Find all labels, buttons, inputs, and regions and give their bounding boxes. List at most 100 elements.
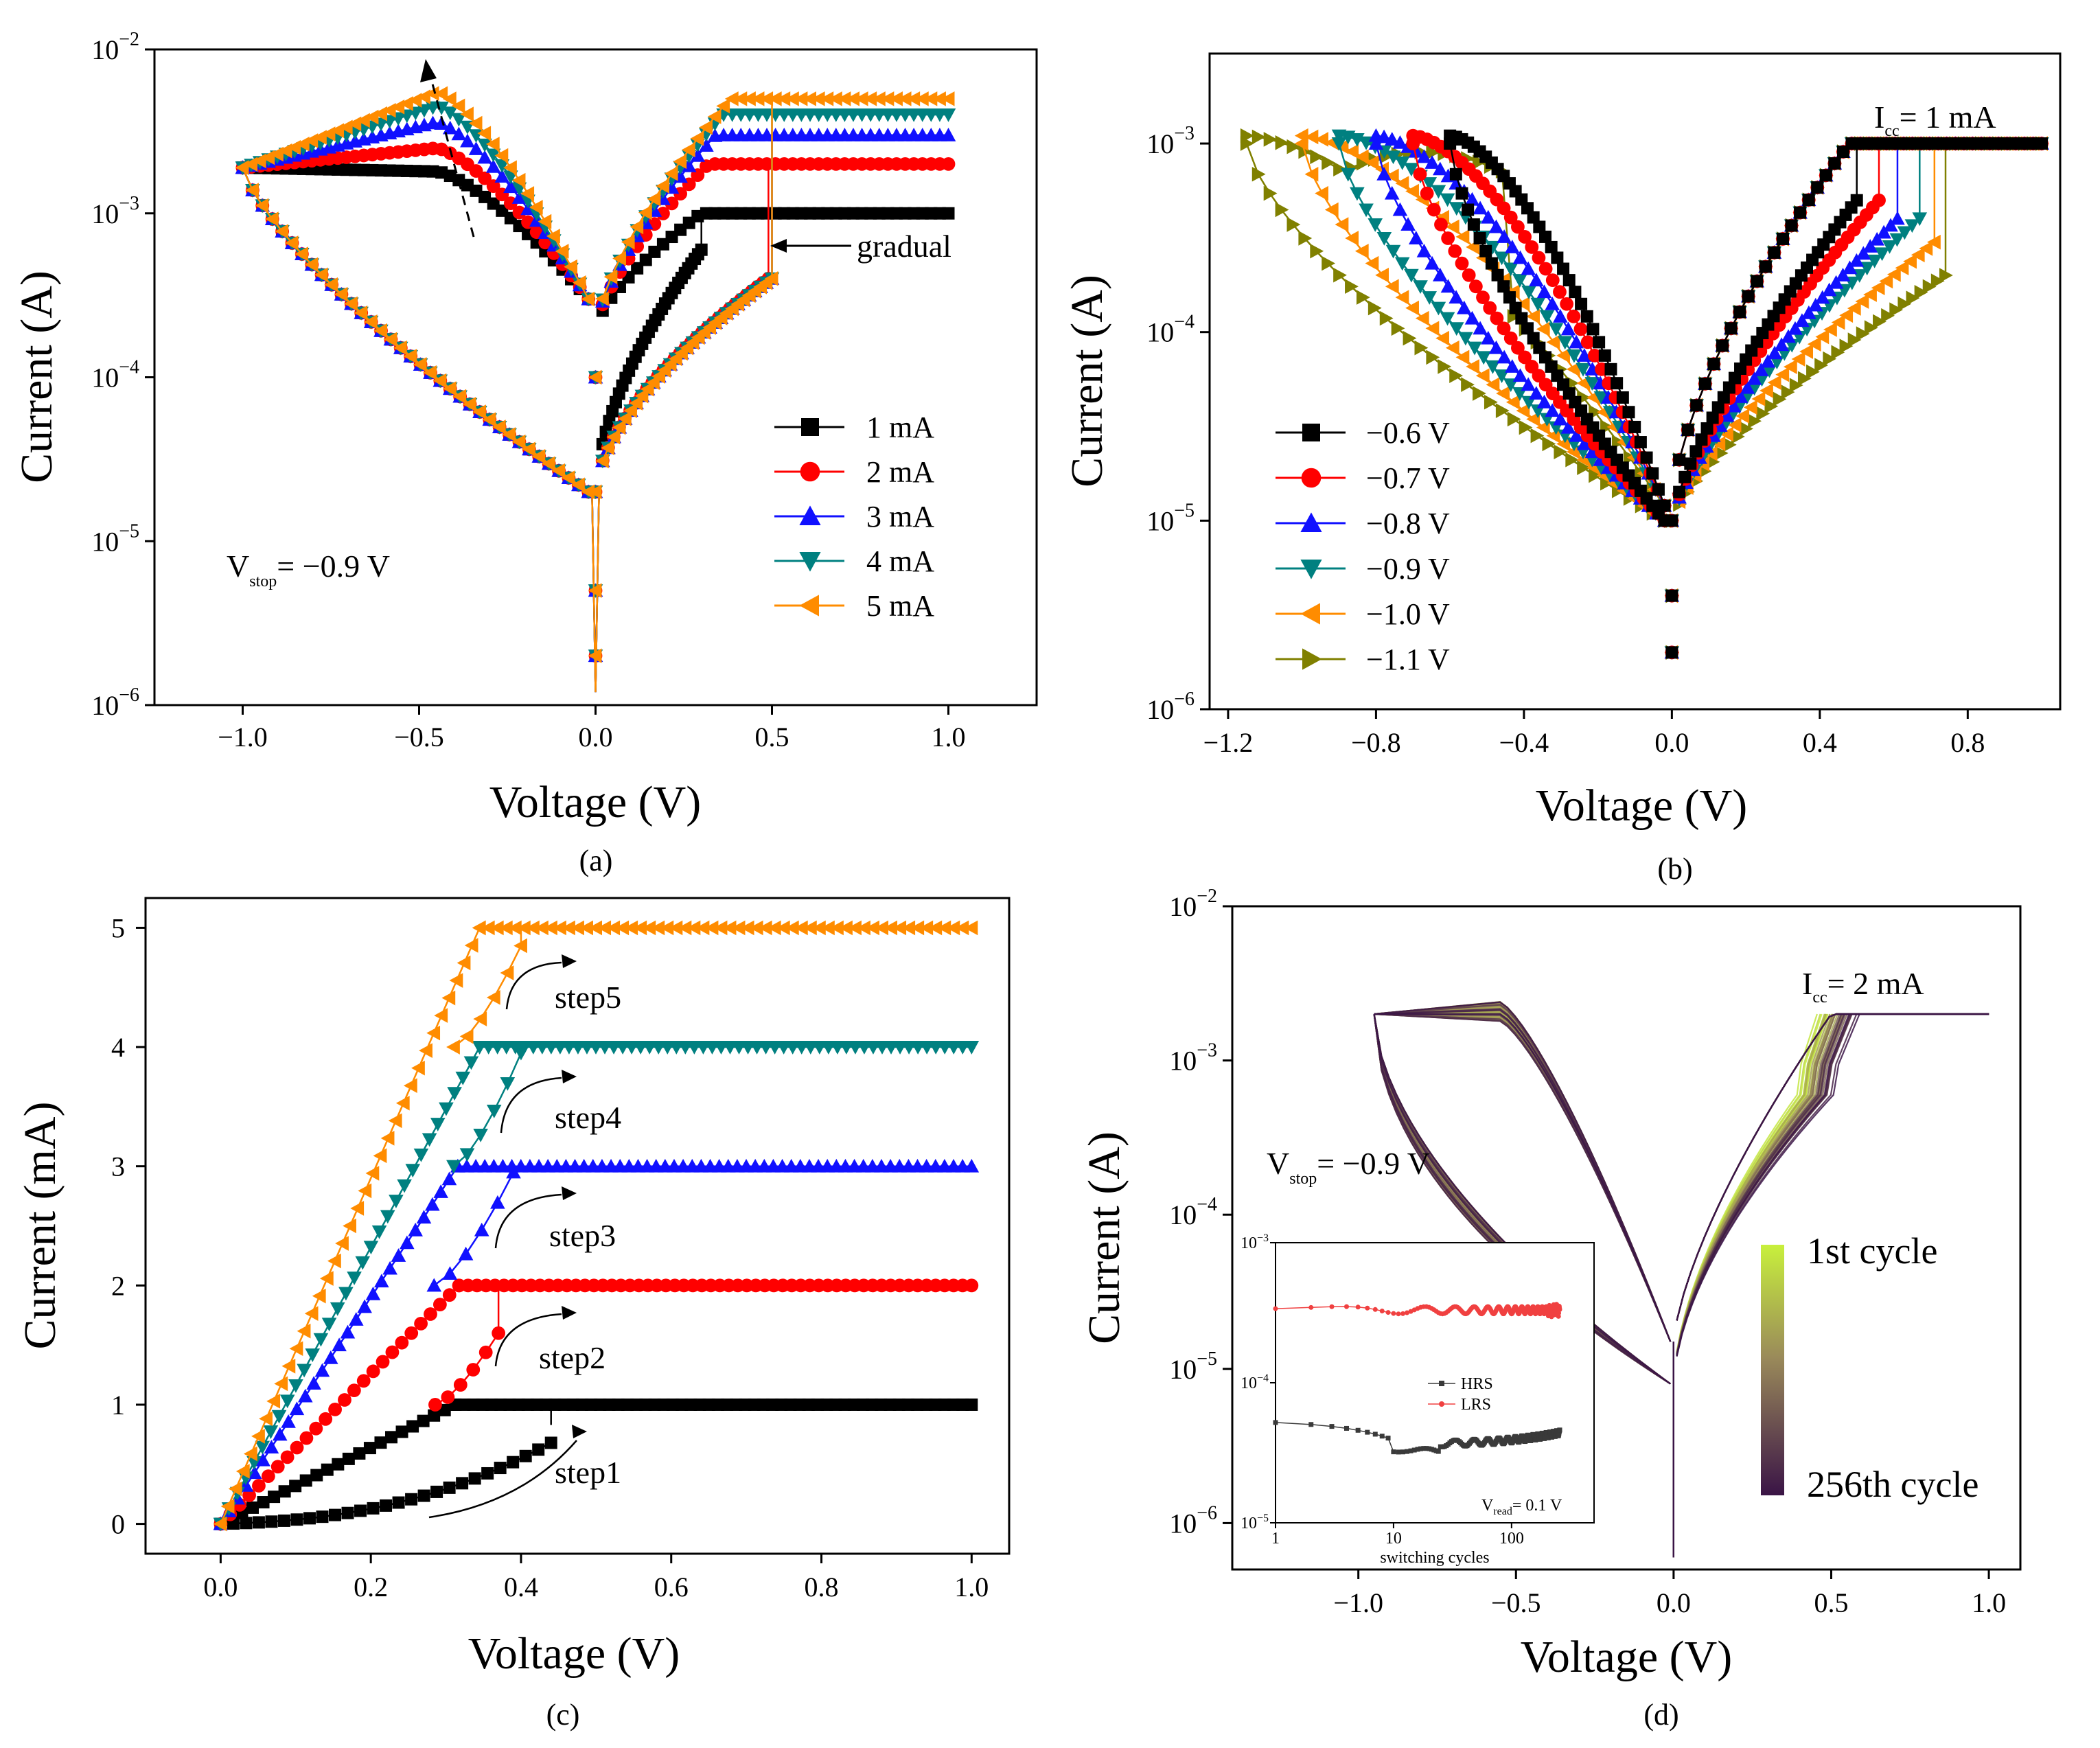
c-point	[486, 990, 500, 1005]
b-point	[1673, 485, 1686, 498]
b-point	[1839, 338, 1854, 354]
c-point	[597, 920, 612, 936]
b-point	[1518, 350, 1532, 365]
d-inset-lrs-point	[1400, 1311, 1406, 1316]
c-step-arrow-head	[562, 1070, 577, 1083]
c-step-arrow	[428, 1440, 577, 1519]
b-point	[1791, 352, 1805, 367]
a-point	[511, 172, 526, 188]
b-point	[1350, 187, 1365, 201]
c-point	[391, 1248, 406, 1262]
c-point	[458, 1246, 474, 1261]
a-point	[417, 104, 432, 118]
b-point	[1567, 309, 1581, 323]
b-ticks: −1.2 −0.8 −0.4 0.0 0.4 0.8 10−3 10−4 10−5 10−6	[1146, 123, 1985, 758]
b-point	[1310, 243, 1324, 259]
a-point	[776, 91, 791, 106]
b-point	[1473, 386, 1486, 401]
c-point	[321, 1318, 337, 1332]
a-point	[716, 98, 730, 114]
c-point	[289, 1401, 305, 1416]
b-point	[1473, 231, 1486, 244]
c-point	[474, 1222, 489, 1237]
c-point	[678, 920, 692, 936]
b-point	[1831, 314, 1845, 330]
a-point	[512, 205, 527, 220]
b-legend-marker	[1302, 648, 1322, 670]
c-step-arrow	[500, 1077, 562, 1134]
b-icc-label: Icc= 1 mA	[1874, 100, 1996, 140]
b-point	[1593, 336, 1606, 349]
b-legend-label: −0.8 V	[1366, 507, 1450, 540]
c-point	[330, 1302, 345, 1316]
c-point	[455, 1071, 471, 1085]
a-point	[482, 412, 496, 427]
c-point	[305, 1348, 321, 1362]
a-dashed-arrow-head	[420, 59, 437, 82]
d-inset-legend-marker	[1439, 1381, 1444, 1386]
a-point	[425, 86, 439, 101]
b-point	[1516, 403, 1530, 418]
b-point	[1509, 301, 1522, 314]
a-point	[664, 166, 678, 181]
c-point	[356, 1374, 371, 1388]
b-point	[1939, 268, 1953, 283]
d-xtick-label: 0.5	[1814, 1587, 1848, 1618]
b-point	[1475, 368, 1490, 383]
a-point	[768, 91, 782, 106]
b-point	[1354, 149, 1369, 165]
b-xtick-label: −0.4	[1499, 727, 1549, 758]
a-point	[452, 389, 467, 404]
c-point	[478, 1345, 493, 1359]
b-point	[1263, 132, 1278, 147]
a-point	[494, 169, 510, 183]
a-point	[478, 171, 492, 185]
panel-a: −1.0 −0.5 0.0 0.5 1.0 10−2 10−3 10−4 10−5 10−6 Vo…	[12, 29, 1038, 877]
c-point	[321, 1463, 334, 1476]
a-point	[393, 340, 407, 356]
c-step-label: step1	[555, 1455, 621, 1490]
c-point	[395, 1095, 410, 1111]
a-point	[245, 183, 259, 198]
b-point	[1525, 240, 1539, 254]
b-point	[1835, 268, 1851, 281]
c-ytick-label: 4	[111, 1032, 125, 1063]
b-point	[1728, 371, 1741, 384]
b-curves	[1240, 128, 2049, 660]
d-inset-lrs-point	[1365, 1305, 1370, 1311]
a-point	[695, 243, 708, 256]
b-point	[1335, 139, 1349, 154]
c-point	[251, 1429, 265, 1444]
a-point	[373, 323, 387, 338]
b-point	[1413, 167, 1427, 181]
b-point	[1889, 233, 1905, 247]
a-point	[906, 91, 921, 106]
b-point	[1435, 330, 1449, 346]
c-point	[884, 920, 898, 936]
b-point	[1706, 411, 1719, 424]
b-point	[1488, 340, 1504, 354]
a-point	[334, 286, 348, 302]
a-point	[460, 106, 474, 122]
c-step-arrow	[494, 1313, 562, 1367]
b-point	[1789, 378, 1803, 393]
a-point	[564, 259, 578, 275]
a-point	[621, 234, 635, 250]
b-point	[1496, 386, 1510, 401]
b-point	[1673, 453, 1686, 466]
b-point	[1354, 243, 1369, 259]
a-legend-label: 1 mA	[866, 411, 934, 444]
a-legend-label: 4 mA	[866, 544, 934, 578]
b-point	[1403, 330, 1417, 346]
c-point	[405, 1493, 418, 1506]
b-point	[1391, 321, 1405, 336]
b-point	[1781, 329, 1796, 343]
b-point	[1406, 137, 1420, 150]
c-point	[290, 1440, 304, 1455]
b-point	[1512, 368, 1528, 382]
a-point	[742, 91, 756, 106]
b-point	[1385, 244, 1401, 259]
a-point	[531, 449, 546, 464]
b-point	[1424, 155, 1440, 169]
b-legend-marker	[1300, 603, 1320, 625]
